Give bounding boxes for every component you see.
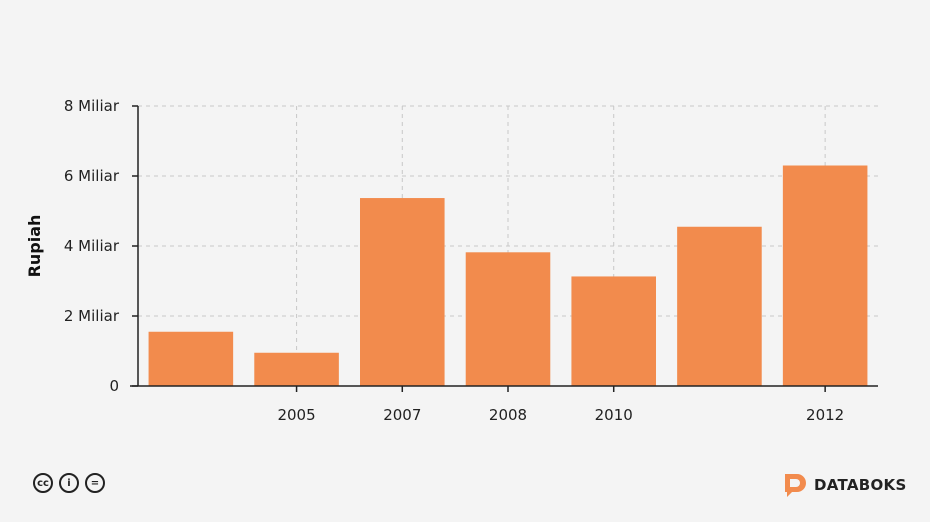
bar [677, 226, 762, 386]
x-tick-label: 2012 [806, 406, 844, 424]
y-tick-label: 6 Miliar [64, 167, 120, 185]
bar [782, 165, 868, 386]
x-axis-ticks: 2005 2007 2008 2010 2012 [277, 386, 844, 424]
y-tick-label: 0 [109, 377, 119, 395]
y-tick-label: 2 Miliar [64, 307, 120, 325]
y-tick-label: 4 Miliar [64, 237, 120, 255]
bar [254, 352, 339, 386]
bar-series [148, 165, 868, 386]
databoks-logo-icon [785, 474, 806, 497]
x-tick-label: 2005 [277, 406, 315, 424]
x-tick-label: 2008 [489, 406, 527, 424]
bar [360, 198, 445, 386]
brand[interactable]: DATABOKS [783, 472, 907, 498]
bar [571, 276, 656, 386]
y-tick-label: 8 Miliar [64, 97, 120, 115]
cc-icon[interactable]: cc [33, 473, 53, 493]
license-icons: cc i = [33, 473, 105, 493]
x-tick-label: 2010 [595, 406, 633, 424]
y-axis-ticks: 0 2 Miliar 4 Miliar 6 Miliar 8 Miliar [64, 97, 138, 395]
y-axis-title: Rupiah [25, 215, 44, 278]
brand-name: DATABOKS [814, 476, 907, 494]
bar [465, 252, 551, 386]
nd-icon[interactable]: = [85, 473, 105, 493]
by-icon[interactable]: i [59, 473, 79, 493]
x-tick-label: 2007 [383, 406, 421, 424]
bar [148, 331, 234, 386]
